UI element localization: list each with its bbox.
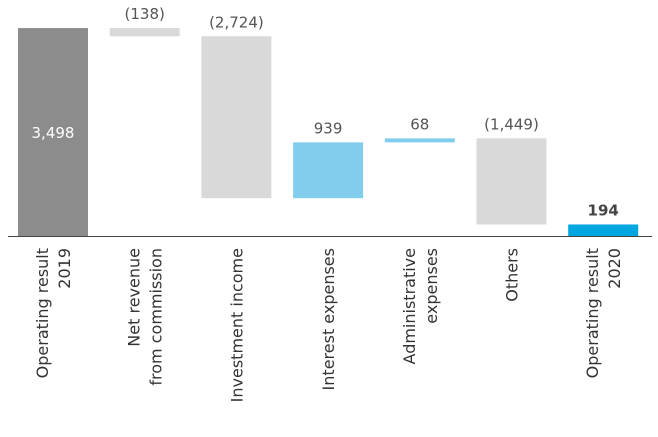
x-tick-label: Investment income	[227, 248, 246, 402]
value-label: (1,449)	[484, 115, 539, 133]
value-label: (138)	[125, 5, 165, 23]
bar	[293, 142, 364, 199]
bar	[384, 138, 455, 143]
x-tick-label: Administrative	[400, 248, 419, 364]
x-tick-label: Others	[503, 248, 522, 302]
value-label: 939	[314, 119, 343, 137]
x-tick-label: Net revenue	[125, 248, 144, 347]
value-label: 68	[410, 115, 429, 133]
bar	[109, 28, 180, 37]
x-tick-label: expenses	[422, 248, 441, 324]
bar	[18, 28, 88, 236]
x-tick-label: Operating result	[33, 248, 52, 378]
value-label: 3,498	[32, 124, 75, 142]
value-label: (2,724)	[209, 13, 264, 31]
x-tick-label: 2020	[605, 248, 624, 289]
x-tick-label: Operating result	[583, 248, 602, 378]
bar	[568, 224, 639, 236]
x-tick-label: Interest expenses	[319, 248, 338, 390]
bar	[201, 36, 272, 199]
bar	[476, 138, 547, 225]
x-tick-label: from commission	[147, 248, 166, 386]
x-tick-label: 2019	[55, 248, 74, 289]
value-label: 194	[588, 201, 619, 219]
